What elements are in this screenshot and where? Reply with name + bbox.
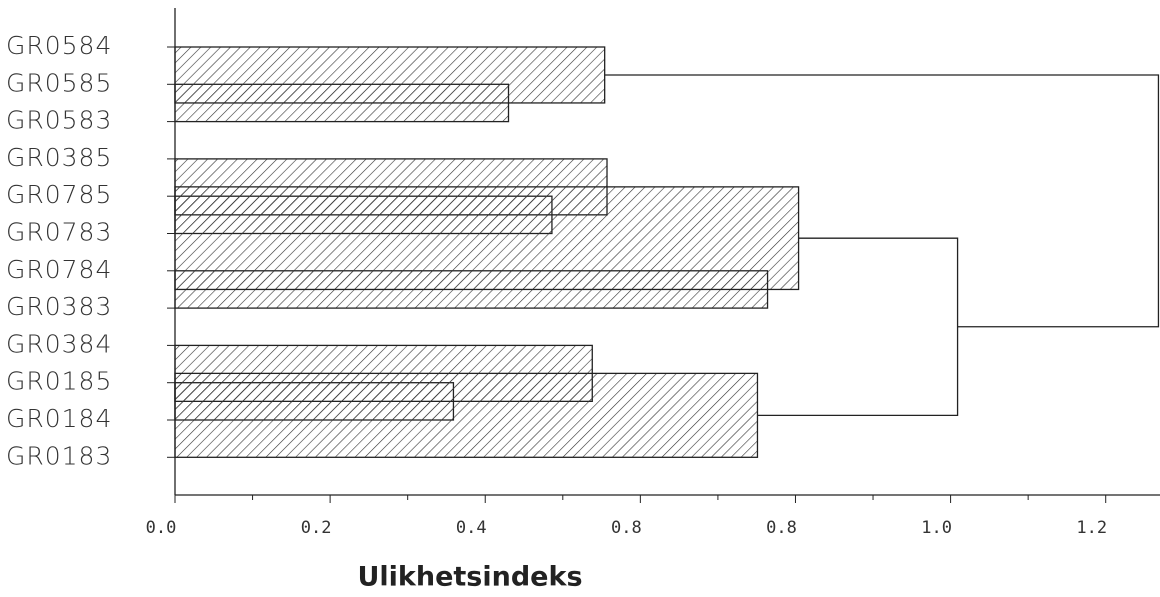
merge-bar [174, 186, 800, 291]
x-tick-label: 0.2 [301, 518, 332, 538]
merge-bar [174, 372, 759, 458]
leaf-label: GR0584 [6, 31, 112, 60]
leaf-label: GR0784 [6, 255, 112, 284]
merge-bar [174, 46, 606, 104]
leaf-label: GR0184 [6, 404, 112, 433]
x-axis-label: Ulikhetsindeks [357, 562, 582, 593]
leaf-label: GR0183 [6, 441, 112, 470]
leaf-label: GR0185 [6, 367, 112, 396]
x-tick-label: 0.4 [456, 518, 487, 538]
leaf-label: GR0385 [6, 143, 112, 172]
x-tick-label: 0.8 [611, 518, 642, 538]
leaf-label: GR0783 [6, 218, 112, 247]
x-tick-label: 0.0 [146, 518, 177, 538]
leaf-label: GR0785 [6, 180, 112, 209]
merge-bracket [604, 74, 1160, 328]
leaf-label: GR0583 [6, 106, 112, 135]
leaf-label: GR0384 [6, 329, 112, 358]
x-tick-label: 1.2 [1076, 518, 1107, 538]
leaf-label: GR0383 [6, 292, 112, 321]
leaf-label: GR0585 [6, 68, 112, 97]
x-tick-label: 0.8 [766, 518, 797, 538]
x-tick-label: 1.0 [921, 518, 952, 538]
